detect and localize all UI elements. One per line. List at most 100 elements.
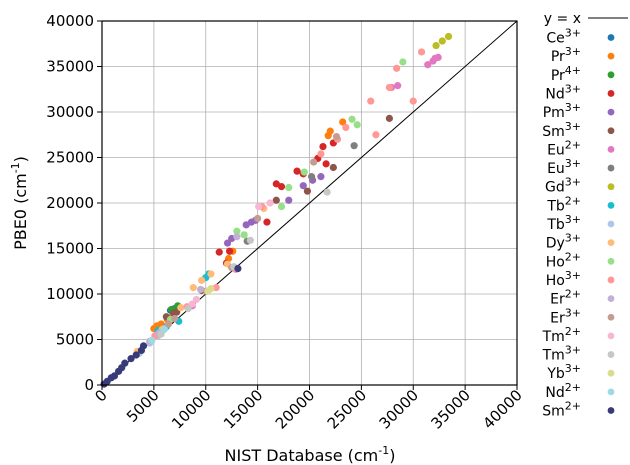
x-tick-label: 15000 — [220, 386, 266, 432]
data-point-dy-3plus — [177, 304, 185, 312]
legend-swatch-eu-3plus — [607, 164, 615, 172]
legend-label-y-equals-x: y = x — [544, 11, 581, 27]
y-tick-label: 0 — [84, 376, 94, 394]
legend-swatch-er-2plus — [607, 295, 615, 302]
data-point-ho-2plus — [233, 227, 241, 235]
data-point-yb-3plus — [207, 284, 215, 293]
legend-label-dy-3plus: Dy3+ — [546, 232, 581, 252]
data-point-ho-3plus — [393, 64, 401, 72]
data-point-er-3plus — [164, 320, 172, 328]
legend-swatch-pr-4plus — [607, 71, 615, 79]
legend-swatch-sm-3plus — [607, 127, 615, 135]
legend-label-ho-2plus: Ho2+ — [546, 250, 581, 270]
y-tick-label: 30000 — [46, 103, 94, 121]
legend-swatch-tm-3plus — [607, 351, 615, 358]
legend-swatch-eu-2plus — [607, 146, 615, 153]
x-axis-label: NIST Database (cm-1) — [225, 444, 396, 465]
data-point-tm-2plus — [188, 300, 196, 308]
legend-swatch-dy-3plus — [607, 239, 615, 247]
x-tick-label: 35000 — [427, 386, 473, 432]
x-tick-label: 40000 — [479, 386, 525, 432]
legend-swatch-tb-3plus — [607, 220, 615, 228]
y-tick-label: 10000 — [46, 285, 94, 303]
data-point-ho-2plus — [300, 168, 308, 176]
data-point-gd-3plus — [432, 41, 440, 50]
data-point-sm-3plus — [272, 196, 280, 204]
legend-label-tm-3plus: Tm3+ — [542, 344, 581, 364]
legend-label-eu-2plus: Eu2+ — [547, 138, 581, 158]
data-point-nd-3plus — [263, 218, 271, 226]
data-point-nd-3plus — [277, 183, 286, 191]
data-point-tm-3plus — [246, 236, 254, 244]
legend-label-gd-3plus: Gd3+ — [545, 176, 581, 196]
data-point-ho-2plus — [277, 203, 286, 211]
legend-label-ho-3plus: Ho3+ — [546, 269, 581, 289]
data-point-pr-3plus — [326, 127, 334, 135]
data-point-tm-2plus — [192, 295, 201, 304]
data-point-er-2plus — [233, 233, 241, 241]
legend-swatch-tb-2plus — [607, 201, 615, 209]
data-point-sm-3plus — [169, 309, 178, 317]
data-point-sm-2plus — [234, 264, 242, 273]
x-tick-label: 20000 — [272, 386, 318, 432]
legend-label-nd-2plus: Nd2+ — [545, 381, 581, 401]
data-point-tm-3plus — [323, 188, 331, 196]
data-point-nd-3plus — [226, 247, 234, 255]
data-point-ho-3plus — [385, 83, 393, 92]
data-point-eu-2plus — [424, 61, 432, 69]
data-point-sm-3plus — [385, 114, 393, 122]
legend-label-eu-3plus: Eu3+ — [547, 157, 581, 177]
data-point-ho-2plus — [348, 115, 356, 123]
data-point-sm-2plus — [121, 359, 129, 367]
x-tick-label: 10000 — [168, 386, 214, 432]
y-tick-label: 35000 — [46, 58, 94, 76]
data-point-er-3plus — [254, 214, 262, 223]
legend-label-tb-3plus: Tb3+ — [546, 213, 581, 233]
x-tick-label: 5000 — [123, 386, 163, 426]
data-point-nd-3plus — [293, 167, 301, 175]
data-point-gd-3plus — [444, 32, 453, 41]
data-point-sm-3plus — [303, 187, 312, 195]
data-point-tm-3plus — [184, 304, 192, 313]
data-point-sm-2plus — [110, 372, 119, 380]
data-point-ho-3plus — [372, 131, 380, 139]
y-axis-label: PBE0 (cm-1) — [9, 156, 30, 250]
legend-swatch-pr-3plus — [607, 52, 615, 60]
data-point-er-3plus — [332, 132, 341, 141]
data-point-dy-3plus — [189, 284, 197, 292]
data-point-nd-2plus — [148, 336, 156, 345]
data-point-sm-2plus — [132, 351, 140, 359]
data-point-pm-3plus — [223, 239, 232, 247]
data-point-nd-3plus — [215, 248, 223, 256]
legend-swatch-ho-3plus — [607, 276, 615, 284]
data-point-nd-2plus — [160, 325, 168, 334]
x-tick-label: 25000 — [324, 386, 370, 432]
legend-label-er-2plus: Er2+ — [550, 288, 581, 308]
data-point-pm-3plus — [317, 173, 325, 181]
legend-label-ce-3plus: Ce3+ — [546, 27, 581, 47]
legend-swatch-gd-3plus — [607, 183, 615, 191]
data-point-ho-3plus — [317, 150, 325, 158]
data-point-pm-3plus — [299, 182, 307, 190]
legend-label-pr-4plus: Pr4+ — [551, 64, 581, 84]
data-point-nd-3plus — [319, 142, 327, 151]
legend-swatch-yb-3plus — [607, 369, 615, 377]
x-tick-label: 30000 — [376, 386, 422, 432]
legend-label-sm-3plus: Sm3+ — [542, 120, 581, 140]
data-point-ho-3plus — [342, 123, 350, 132]
x-tick-label: 0 — [91, 386, 110, 405]
legend-label-yb-3plus: Yb3+ — [546, 362, 581, 382]
legend-swatch-pm-3plus — [607, 108, 615, 116]
data-point-eu-2plus — [434, 53, 442, 62]
legend-swatch-ho-2plus — [607, 257, 615, 265]
legend-label-er-3plus: Er3+ — [550, 306, 581, 326]
data-point-eu-3plus — [307, 173, 316, 181]
legend-swatch-nd-2plus — [607, 388, 615, 396]
data-point-er-3plus — [310, 158, 318, 166]
legend-label-sm-2plus: Sm2+ — [542, 400, 581, 420]
data-point-sm-2plus — [127, 355, 135, 363]
data-point-ho-3plus — [417, 48, 426, 56]
data-point-ho-2plus — [240, 231, 248, 239]
data-point-dy-3plus — [198, 276, 206, 284]
